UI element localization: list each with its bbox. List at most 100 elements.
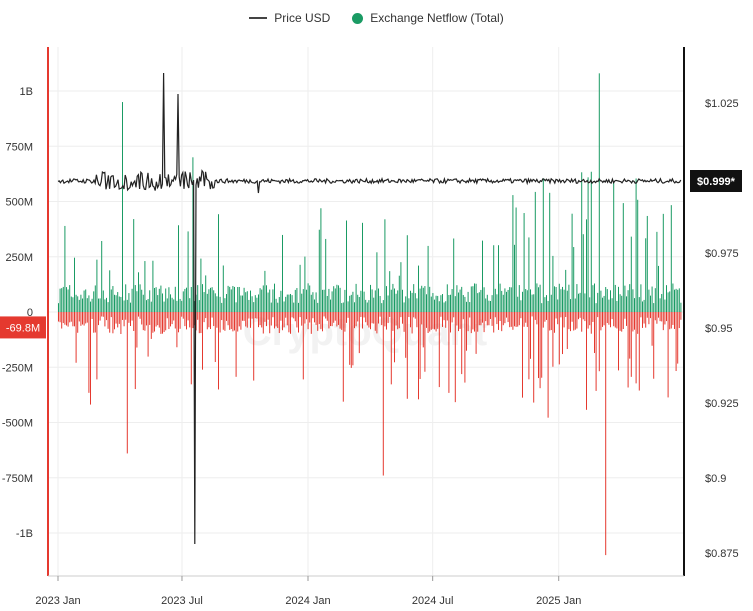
- netflow-bar-inflow: [394, 288, 395, 312]
- netflow-bar-inflow: [486, 294, 488, 312]
- y-right-tick-label: $0.975: [705, 248, 739, 260]
- netflow-bar-inflow: [576, 284, 578, 312]
- netflow-bar-outflow: [544, 312, 546, 322]
- netflow-bar-outflow: [115, 312, 117, 324]
- netflow-bars: [58, 73, 682, 556]
- netflow-bar-outflow: [546, 312, 547, 320]
- netflow-bar-outflow: [677, 312, 679, 364]
- netflow-bar-inflow: [365, 299, 367, 312]
- netflow-bar-inflow: [589, 297, 591, 312]
- netflow-bar-inflow: [408, 298, 410, 312]
- netflow-bar-inflow: [298, 302, 299, 312]
- netflow-bar-inflow: [96, 259, 98, 312]
- netflow-bar-inflow: [387, 295, 389, 312]
- netflow-bar-outflow: [462, 312, 464, 320]
- netflow-bar-inflow: [72, 297, 74, 312]
- netflow-bar-outflow: [136, 312, 138, 348]
- legend-item-price[interactable]: Price USD: [249, 11, 330, 25]
- netflow-bar-outflow: [278, 312, 280, 334]
- netflow-bar-inflow: [643, 299, 645, 312]
- netflow-bar-outflow: [434, 312, 435, 330]
- netflow-bar-outflow: [666, 312, 667, 322]
- netflow-bar-inflow: [286, 294, 288, 312]
- netflow-bar-outflow: [114, 312, 115, 330]
- netflow-bar-outflow: [648, 312, 650, 325]
- netflow-bar-inflow: [370, 284, 371, 312]
- netflow-bar-inflow: [677, 289, 679, 312]
- netflow-bar-inflow: [123, 300, 125, 312]
- netflow-bar-outflow: [202, 312, 203, 370]
- netflow-bar-outflow: [632, 312, 634, 332]
- netflow-bar-inflow: [614, 284, 616, 312]
- netflow-bar-outflow: [187, 312, 189, 321]
- netflow-bar-outflow: [574, 312, 576, 330]
- netflow-bar-outflow: [536, 312, 538, 325]
- netflow-bar-inflow: [398, 275, 400, 312]
- netflow-bar-inflow: [240, 295, 242, 312]
- netflow-bar-inflow: [522, 291, 523, 312]
- netflow-bar-outflow: [349, 312, 351, 365]
- netflow-bar-inflow: [483, 287, 485, 312]
- netflow-bar-outflow: [256, 312, 258, 319]
- netflow-bar-outflow: [230, 312, 232, 330]
- netflow-bar-outflow: [429, 312, 431, 332]
- netflow-bar-inflow: [542, 178, 544, 312]
- netflow-bar-outflow: [274, 312, 275, 329]
- netflow-bar-outflow: [502, 312, 504, 326]
- netflow-bar-outflow: [192, 312, 194, 329]
- netflow-bar-inflow: [616, 300, 618, 312]
- netflow-bar-outflow: [656, 312, 658, 324]
- netflow-bar-inflow: [678, 288, 680, 312]
- netflow-bar-inflow: [424, 286, 426, 312]
- netflow-bar-outflow: [120, 312, 122, 334]
- netflow-bar-inflow: [206, 293, 208, 312]
- netflow-bar-inflow: [384, 219, 386, 312]
- netflow-bar-outflow: [160, 312, 162, 334]
- netflow-bar-outflow: [203, 312, 205, 323]
- netflow-bar-outflow: [579, 312, 581, 318]
- netflow-bar-inflow: [446, 284, 448, 312]
- netflow-bar-inflow: [64, 225, 66, 312]
- netflow-bar-outflow: [570, 312, 571, 332]
- netflow-bar-outflow: [262, 312, 264, 334]
- netflow-bar-inflow: [74, 257, 75, 312]
- netflow-bar-inflow: [269, 289, 271, 312]
- netflow-bar-inflow: [70, 296, 72, 312]
- netflow-bar-outflow: [205, 312, 207, 319]
- netflow-bar-inflow: [307, 283, 309, 312]
- netflow-bar-inflow: [323, 289, 325, 312]
- x-tick-label: 2024 Jul: [412, 595, 454, 607]
- netflow-bar-inflow: [187, 231, 189, 312]
- netflow-bar-outflow: [654, 312, 656, 321]
- netflow-bar-inflow: [578, 293, 579, 312]
- netflow-bar-inflow: [362, 222, 363, 312]
- netflow-bar-outflow: [342, 312, 344, 402]
- netflow-bar-inflow: [491, 295, 493, 312]
- netflow-bar-inflow: [602, 297, 603, 312]
- netflow-bar-outflow: [214, 312, 216, 363]
- netflow-bar-outflow: [354, 312, 355, 329]
- netflow-bar-outflow: [400, 312, 402, 318]
- legend-item-netflow[interactable]: Exchange Netflow (Total): [352, 11, 504, 25]
- legend-label-netflow: Exchange Netflow (Total): [370, 11, 504, 25]
- netflow-bar-outflow: [426, 312, 427, 328]
- netflow-bar-outflow: [394, 312, 395, 363]
- x-tick-label: 2025 Jan: [536, 595, 581, 607]
- netflow-bar-outflow: [506, 312, 507, 318]
- netflow-bar-inflow: [464, 296, 466, 312]
- netflow-bar-outflow: [510, 312, 512, 327]
- netflow-bar-outflow: [558, 312, 560, 365]
- netflow-bar-outflow: [432, 312, 434, 329]
- netflow-bar-outflow: [498, 312, 499, 330]
- netflow-bar-inflow: [411, 292, 413, 312]
- netflow-bar-inflow: [595, 303, 597, 312]
- netflow-bar-inflow: [349, 295, 351, 312]
- netflow-bar-inflow: [317, 302, 319, 312]
- netflow-bar-inflow: [182, 291, 184, 312]
- netflow-bar-outflow: [483, 312, 485, 333]
- y-right-tick-label: $0.875: [705, 548, 739, 560]
- netflow-bar-inflow: [158, 288, 160, 312]
- netflow-bar-inflow: [134, 285, 136, 312]
- netflow-bar-outflow: [174, 312, 176, 329]
- price-line-swatch: [249, 17, 268, 19]
